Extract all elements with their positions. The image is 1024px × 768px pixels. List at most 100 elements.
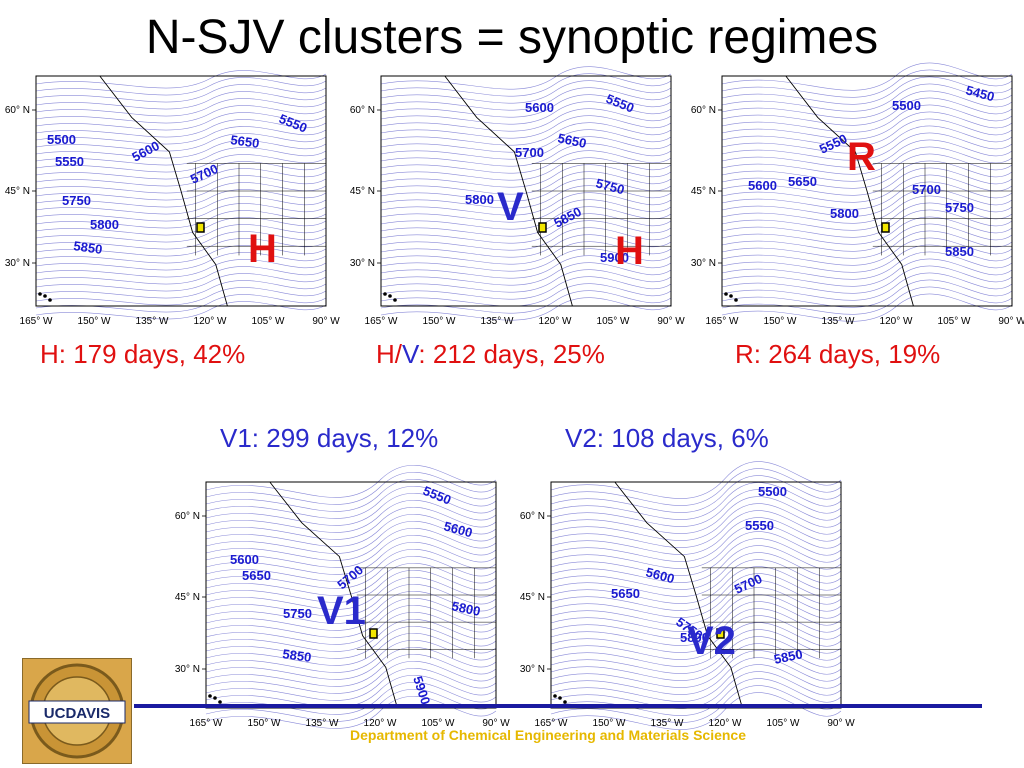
contour-line [550, 566, 842, 604]
contour-line [721, 125, 1013, 154]
contour-line [380, 269, 672, 293]
caption-v1: V1: 299 days, 12% [220, 423, 439, 453]
nsjv-site-marker [196, 222, 205, 233]
regime-letter: R [847, 135, 876, 179]
state-boundaries [531, 163, 671, 256]
map-v1-regime: 60° N 45° N 30° N 165° W 150° W 135° W 120° W 1… [170, 465, 515, 730]
regime-letter: V1 [317, 589, 366, 633]
contour-line [205, 521, 497, 554]
longitude-label: 90° W [312, 316, 340, 327]
contour-line [205, 570, 497, 603]
contour-line [721, 237, 1013, 266]
contour-line [35, 112, 327, 131]
contour-value-label: 5800 [465, 192, 494, 207]
contour-line [380, 66, 672, 90]
contour-line [205, 465, 497, 498]
contour-line [721, 209, 1013, 238]
contour-line [380, 276, 672, 300]
contour-line [721, 258, 1013, 287]
longitude-label: 135° W [651, 718, 684, 729]
latitude-label: 60° N [175, 511, 200, 522]
caption-h: H: 179 days, 42% [40, 339, 246, 369]
contour-line [721, 188, 1013, 217]
contour-line [721, 139, 1013, 168]
caption-hv-rest: : 212 days, 25% [418, 339, 605, 369]
contour-line [205, 563, 497, 596]
contour-line [380, 143, 672, 167]
contour-value-label: 5750 [62, 193, 91, 208]
contour-line [35, 119, 327, 138]
contour-line [550, 545, 842, 583]
contour-line [380, 213, 672, 237]
contour-line [380, 164, 672, 188]
longitude-label: 90° W [657, 316, 685, 327]
contour-line [550, 510, 842, 548]
contour-value-label: 5500 [892, 98, 921, 113]
contour-line [205, 612, 497, 645]
contour-line [35, 133, 327, 152]
contour-value-label: 5850 [282, 646, 313, 665]
contour-value-label: 5800 [680, 630, 709, 645]
contour-line [550, 524, 842, 562]
hawaii-islands [724, 292, 738, 302]
contour-value-label: 5700 [188, 161, 221, 187]
contour-value-label: 5600 [748, 178, 777, 193]
contour-line [721, 272, 1013, 301]
contour-line [550, 573, 842, 611]
contour-line [380, 80, 672, 104]
contour-line [205, 535, 497, 568]
regime-letter: H [615, 229, 644, 273]
longitude-label: 150° W [78, 316, 111, 327]
contour-line [721, 90, 1013, 119]
contour-value-label: 5850 [73, 238, 104, 257]
contour-value-label: 5800 [450, 598, 481, 619]
state-boundaries [872, 163, 1012, 256]
nsjv-site-marker [369, 628, 378, 639]
longitude-label: 165° W [365, 316, 398, 327]
longitude-label: 105° W [597, 316, 630, 327]
contour-line [35, 70, 327, 89]
contour-line [380, 220, 672, 244]
contour-line [550, 608, 842, 646]
contour-line [205, 514, 497, 547]
contour-line [35, 259, 327, 278]
longitude-label: 120° W [539, 316, 572, 327]
slide-title: N-SJV clusters = synoptic regimes [145, 11, 879, 64]
contour-line [205, 661, 497, 694]
contour-line [380, 206, 672, 230]
longitude-label: 165° W [706, 316, 739, 327]
longitude-label: 90° W [998, 316, 1024, 327]
contour-line [550, 671, 842, 709]
contour-line [35, 224, 327, 243]
contour-line [35, 287, 327, 306]
height-contours [380, 66, 672, 321]
contour-line [550, 601, 842, 639]
contour-line [380, 178, 672, 202]
contour-line [205, 647, 497, 680]
longitude-label: 135° W [136, 316, 169, 327]
contour-value-label: 5700 [515, 145, 544, 160]
nsjv-site-marker [538, 222, 547, 233]
contour-value-label: 5850 [945, 244, 974, 259]
contour-line [35, 273, 327, 292]
contour-value-label: 5700 [912, 182, 941, 197]
longitude-label: 150° W [423, 316, 456, 327]
contour-line [550, 503, 842, 541]
contour-line [205, 654, 497, 687]
contour-value-label: 5500 [758, 484, 787, 499]
contour-line [550, 559, 842, 597]
contour-line [380, 227, 672, 251]
contour-line [721, 293, 1013, 322]
longitude-label: 165° W [535, 718, 568, 729]
contour-line [721, 118, 1013, 147]
contour-line [380, 129, 672, 153]
longitude-label: 120° W [194, 316, 227, 327]
longitude-label: 150° W [593, 718, 626, 729]
caption-r: R: 264 days, 19% [735, 339, 941, 369]
contour-value-label: 5650 [556, 130, 587, 151]
contour-line [35, 217, 327, 236]
longitude-label: 90° W [482, 718, 510, 729]
map-h-regime: 60° N 45° N 30° N 165° W 150° W 135° W 120° W 1… [0, 70, 345, 332]
map-frame [550, 481, 842, 709]
contour-line [380, 122, 672, 146]
